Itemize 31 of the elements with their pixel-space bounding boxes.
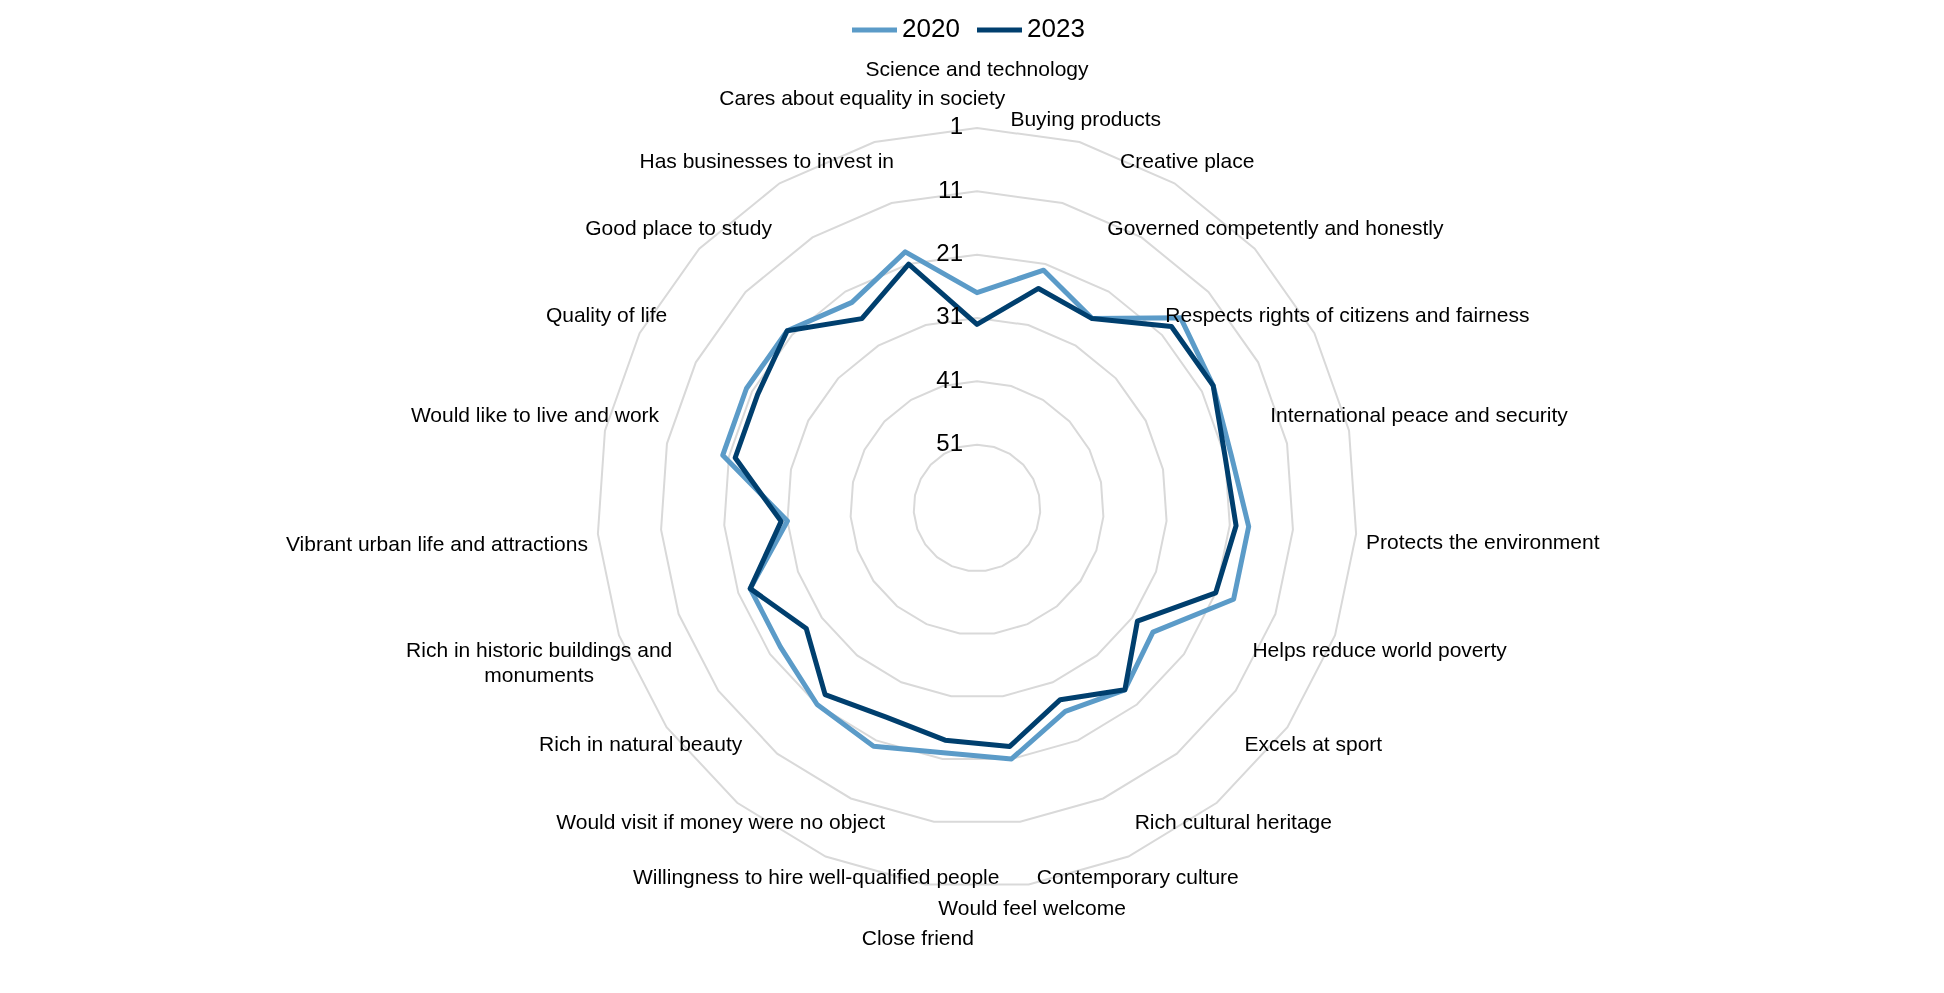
spoke-label: Rich in historic buildings and monuments	[406, 637, 673, 686]
spoke-label: Excels at sport	[1244, 731, 1383, 755]
spoke-label: Vibrant urban life and attractions	[285, 531, 588, 555]
spoke-label: Buying products	[1010, 106, 1162, 130]
spoke-label: Respects rights of citizens and fairness	[1165, 302, 1530, 326]
spoke-label: Would visit if money were no object	[556, 809, 886, 833]
spoke-label: Contemporary culture	[1036, 864, 1239, 888]
y-tick-label: 31	[936, 302, 963, 330]
spoke-label: Has businesses to invest in	[639, 148, 894, 172]
y-tick-label: 1	[949, 112, 963, 140]
spoke-label: Good place to study	[585, 215, 773, 239]
spoke-label: Creative place	[1120, 148, 1255, 172]
y-tick-label: 41	[936, 365, 963, 393]
spoke-label: Cares about equality in society	[719, 85, 1006, 109]
spoke-label: Helps reduce world poverty	[1252, 637, 1508, 661]
spoke-label: Willingness to hire well-qualified people	[632, 864, 1000, 888]
legend-label: 2023	[1027, 12, 1085, 43]
spoke-label: Science and technology	[865, 56, 1089, 80]
spoke-label: Would feel welcome	[938, 895, 1126, 919]
spoke-label: Protects the environment	[1366, 529, 1600, 553]
spoke-label: Close friend	[861, 925, 974, 949]
y-tick-label: 21	[936, 239, 963, 267]
y-tick-label: 51	[936, 429, 963, 457]
spoke-label: Rich in natural beauty	[539, 731, 743, 755]
spoke-label: International peace and security	[1270, 402, 1569, 426]
y-tick-label: 11	[938, 175, 963, 203]
spoke-label: Rich cultural heritage	[1134, 809, 1332, 833]
spoke-label: Governed competently and honestly	[1107, 215, 1445, 239]
legend-label: 2020	[902, 12, 960, 43]
spoke-label: Would like to live and work	[410, 402, 660, 426]
spoke-label: Quality of life	[545, 302, 668, 326]
